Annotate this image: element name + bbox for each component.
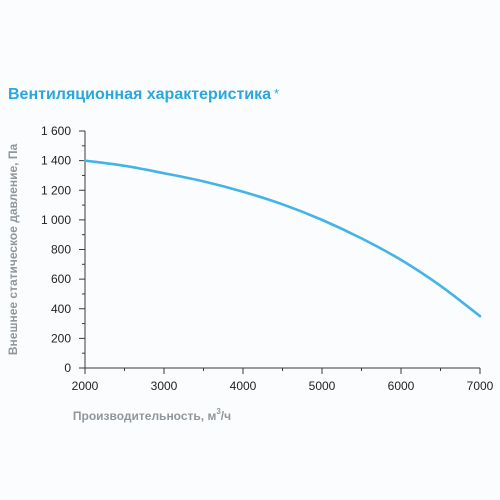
y-axis-label: Внешнее статическое давление, Па <box>6 144 20 356</box>
axes <box>79 130 481 374</box>
x-axis-label-suffix: /ч <box>221 409 231 423</box>
x-tick-label: 7000 <box>467 379 494 393</box>
y-tick-label: 1 000 <box>41 213 71 227</box>
chart-title: Вентиляционная характеристика * <box>8 86 279 104</box>
y-tick-label: 400 <box>51 302 71 316</box>
x-tick-label: 6000 <box>388 379 415 393</box>
x-axis-label: Производительность, м3/ч <box>73 407 231 423</box>
series-line <box>83 159 482 318</box>
tick-labels: 0 200 400 600 800 1 000 1 200 1 400 1 600 2000 300… <box>41 124 494 393</box>
chart-title-text: Вентиляционная характеристика <box>8 86 272 103</box>
x-axis-label-superscript: 3 <box>216 407 221 416</box>
y-tick-label: 600 <box>51 272 71 286</box>
x-tick-label: 4000 <box>230 379 257 393</box>
y-tick-label: 1 400 <box>41 154 71 168</box>
x-tick-label: 3000 <box>151 379 178 393</box>
chart-title-marker: * <box>274 86 280 101</box>
y-tick-label: 0 <box>64 361 71 375</box>
y-tick-label: 1 200 <box>41 183 71 197</box>
x-axis-label-text: Производительность, м <box>73 409 217 423</box>
y-tick-label: 800 <box>51 243 71 257</box>
x-tick-label: 2000 <box>72 379 99 393</box>
y-tick-label: 1 600 <box>41 124 71 138</box>
x-tick-label: 5000 <box>309 379 336 393</box>
y-tick-label: 200 <box>51 331 71 345</box>
